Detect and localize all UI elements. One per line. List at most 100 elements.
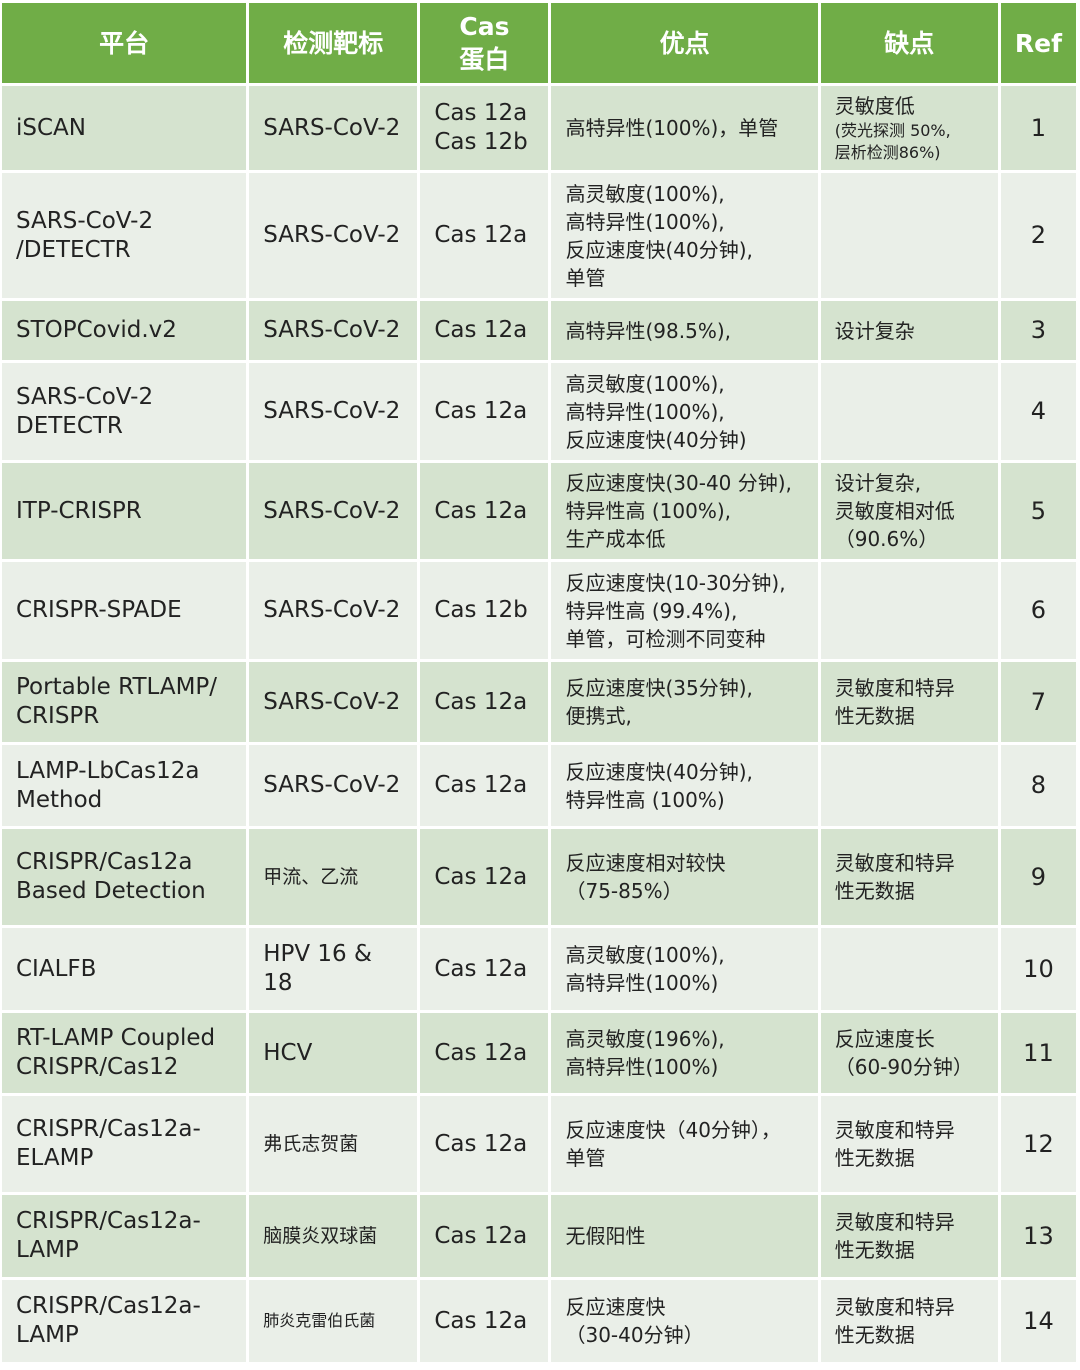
advantages-cell: 反应速度快(40分钟), 特异性高 (100%)	[551, 745, 818, 826]
advantages-cell-text: 高灵敏度(196%), 高特异性(100%)	[565, 1027, 725, 1079]
disadvantages-cell-text: 灵敏度和特异 性无数据	[834, 676, 955, 728]
target-cell-text: 肺炎克雷伯氏菌	[263, 1311, 376, 1330]
cas-protein-cell-text: Cas 12a	[434, 1039, 528, 1066]
platform-cell: RT-LAMP Coupled CRISPR/Cas12	[2, 1013, 247, 1093]
cas-protein-cell: Cas 12a	[420, 662, 549, 742]
target-cell-text: SARS-CoV-2	[263, 497, 401, 524]
ref-cell-text: 12	[1023, 1129, 1054, 1158]
table-row: SARS-CoV-2 DETECTR SARS-CoV-2 Cas 12a 高灵敏度(…	[2, 363, 1076, 460]
ref-cell: 4	[1000, 363, 1076, 460]
table-row: ITP-CRISPR SARS-CoV-2 Cas 12a 反应速度快(30-40 分…	[2, 463, 1076, 559]
ref-cell: 2	[1000, 173, 1076, 298]
target-cell-text: 甲流、乙流	[263, 865, 359, 888]
ref-cell: 7	[1000, 662, 1076, 742]
target-cell-text: SARS-CoV-2	[263, 688, 401, 715]
cas-protein-cell-text: Cas 12a	[434, 863, 528, 890]
target-cell: SARS-CoV-2	[249, 662, 418, 742]
table-row: Portable RTLAMP/ CRISPR SARS-CoV-2 Cas 12a…	[2, 662, 1076, 742]
platform-cell: ITP-CRISPR	[2, 463, 247, 559]
header-disadvantages: 缺点	[820, 3, 998, 83]
disadvantages-cell: 灵敏度和特异 性无数据	[820, 1096, 998, 1192]
advantages-cell: 反应速度快(30-40 分钟), 特异性高 (100%), 生产成本低	[551, 463, 818, 559]
disadvantages-cell-text: 反应速度长 （60-90分钟）	[834, 1027, 973, 1079]
cas-protein-cell: Cas 12a	[420, 1195, 549, 1277]
target-cell: SARS-CoV-2	[249, 173, 418, 298]
target-cell: SARS-CoV-2	[249, 745, 418, 826]
platform-cell-text: CRISPR/Cas12a- LAMP	[16, 1293, 201, 1348]
header-ref: Ref	[1000, 3, 1076, 83]
cas-protein-cell: Cas 12a	[420, 1280, 549, 1362]
header-advantages: 优点	[551, 3, 818, 83]
platform-cell: SARS-CoV-2 /DETECTR	[2, 173, 247, 298]
platform-cell-text: CRISPR-SPADE	[16, 597, 182, 623]
advantages-cell: 反应速度快 （30-40分钟）	[551, 1280, 818, 1362]
ref-cell: 5	[1000, 463, 1076, 559]
cas-protein-cell: Cas 12a	[420, 463, 549, 559]
platform-cell: iSCAN	[2, 86, 247, 170]
cas-protein-cell: Cas 12a	[420, 745, 549, 826]
target-cell: 甲流、乙流	[249, 829, 418, 925]
disadvantages-cell-text: 设计复杂, 灵敏度相对低 （90.6%）	[834, 471, 955, 551]
platform-cell-text: Portable RTLAMP/ CRISPR	[16, 674, 218, 729]
platform-cell-text: SARS-CoV-2 /DETECTR	[16, 207, 154, 263]
advantages-cell-text: 高特异性(98.5%),	[565, 318, 731, 343]
target-cell: SARS-CoV-2	[249, 463, 418, 559]
disadvantages-cell	[820, 173, 998, 298]
ref-cell-text: 11	[1023, 1038, 1054, 1067]
cas-protein-cell-text: Cas 12a	[434, 688, 528, 715]
disadvantages-cell-text: 灵敏度和特异 性无数据	[834, 851, 955, 903]
header-cas-protein: Cas 蛋白	[420, 3, 549, 83]
ref-cell: 14	[1000, 1280, 1076, 1362]
advantages-cell: 高灵敏度(100%), 高特异性(100%), 反应速度快(40分钟), 单管	[551, 173, 818, 298]
platform-cell: CIALFB	[2, 928, 247, 1010]
disadvantages-cell: 灵敏度低 (荧光探测 50%, 层析检测86%)	[820, 86, 998, 170]
ref-cell: 9	[1000, 829, 1076, 925]
cas-protein-cell-text: Cas 12b	[434, 597, 528, 623]
advantages-cell-text: 反应速度相对较快 （75-85%）	[565, 851, 726, 903]
ref-cell-text: 2	[1030, 221, 1047, 249]
ref-cell-text: 13	[1023, 1221, 1054, 1250]
advantages-cell: 高灵敏度(196%), 高特异性(100%)	[551, 1013, 818, 1093]
table-row: CIALFB HPV 16 & 18 Cas 12a 高灵敏度(100%), 高特异性…	[2, 928, 1076, 1010]
advantages-cell: 高灵敏度(100%), 高特异性(100%)	[551, 928, 818, 1010]
advantages-cell: 高特异性(100%)，单管	[551, 86, 818, 170]
ref-cell-text: 1	[1030, 113, 1047, 142]
table-row: CRISPR/Cas12a- ELAMP 弗氏志贺菌 Cas 12a 反应速度快（40…	[2, 1096, 1076, 1192]
cas-protein-cell-text: Cas 12a	[434, 317, 528, 343]
ref-cell-text: 9	[1030, 862, 1047, 891]
platform-cell-text: CRISPR/Cas12a- LAMP	[16, 1208, 201, 1263]
header-target: 检测靶标	[249, 3, 418, 83]
target-cell-text: SARS-CoV-2	[263, 114, 401, 141]
ref-cell: 13	[1000, 1195, 1076, 1277]
platform-cell-text: CRISPR/Cas12a Based Detection	[16, 849, 206, 904]
advantages-cell-text: 反应速度快(35分钟), 便携式,	[565, 676, 753, 728]
table-row: LAMP-LbCas12a Method SARS-CoV-2 Cas 12a 反应速…	[2, 745, 1076, 826]
target-cell-text: SARS-CoV-2	[263, 398, 401, 424]
platform-cell: Portable RTLAMP/ CRISPR	[2, 662, 247, 742]
target-cell: SARS-CoV-2	[249, 363, 418, 460]
platform-cell: STOPCovid.v2	[2, 301, 247, 360]
table-row: CRISPR/Cas12a- LAMP 肺炎克雷伯氏菌 Cas 12a 反应速度快 （…	[2, 1280, 1076, 1362]
target-cell-text: SARS-CoV-2	[263, 317, 401, 343]
platform-cell: CRISPR/Cas12a- LAMP	[2, 1195, 247, 1277]
advantages-cell-text: 无假阳性	[565, 1224, 646, 1248]
advantages-cell-text: 反应速度快（40分钟）， 单管	[565, 1118, 781, 1170]
target-cell: HPV 16 & 18	[249, 928, 418, 1010]
target-cell-text: 弗氏志贺菌	[263, 1132, 359, 1155]
ref-cell: 8	[1000, 745, 1076, 826]
advantages-cell-text: 反应速度快(40分钟), 特异性高 (100%)	[565, 759, 753, 812]
target-cell: SARS-CoV-2	[249, 562, 418, 659]
header-platform: 平台	[2, 3, 247, 83]
target-cell: SARS-CoV-2	[249, 301, 418, 360]
table-body: iSCAN SARS-CoV-2 Cas 12a Cas 12b 高特异性(100%)…	[2, 86, 1076, 1362]
ref-cell: 11	[1000, 1013, 1076, 1093]
target-cell: SARS-CoV-2	[249, 86, 418, 170]
cas-protein-cell-text: Cas 12a	[434, 497, 528, 524]
cas-protein-cell: Cas 12a Cas 12b	[420, 86, 549, 170]
advantages-cell-text: 反应速度快(30-40 分钟), 特异性高 (100%), 生产成本低	[565, 471, 792, 551]
cas-protein-cell: Cas 12a	[420, 301, 549, 360]
table-row: CRISPR/Cas12a- LAMP 脑膜炎双球菌 Cas 12a 无假阳性 灵敏度和…	[2, 1195, 1076, 1277]
advantages-cell-text: 高灵敏度(100%), 高特异性(100%), 反应速度快(40分钟)	[565, 371, 747, 452]
advantages-cell: 反应速度快(35分钟), 便携式,	[551, 662, 818, 742]
advantages-cell: 无假阳性	[551, 1195, 818, 1277]
